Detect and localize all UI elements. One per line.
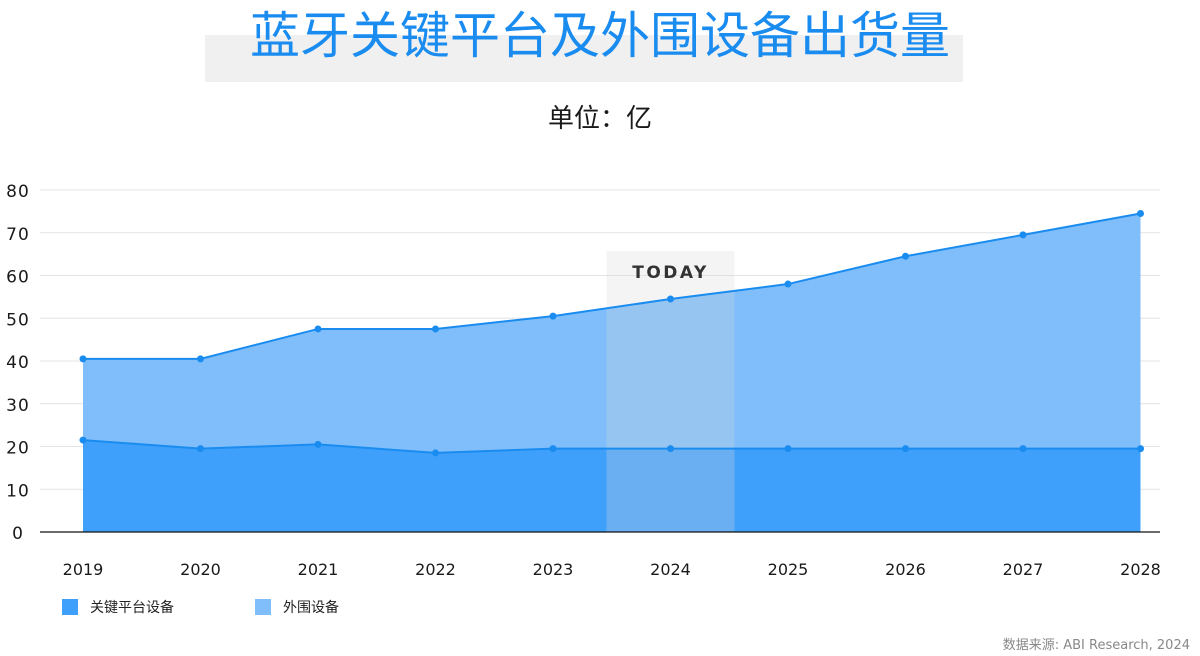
y-tick-label-30: 30 — [6, 396, 30, 416]
x-tick-label-2024: 2024 — [650, 560, 691, 579]
point-platform-2028 — [1137, 445, 1144, 453]
legend-swatch-peripheral — [255, 599, 271, 615]
legend-item-platform: 关键平台设备 — [62, 598, 174, 616]
x-tick-label-2020: 2020 — [180, 560, 221, 579]
x-tick-label-2025: 2025 — [768, 560, 809, 579]
source-note: 数据来源: ABI Research, 2024 — [1002, 638, 1190, 653]
point-platform-2024 — [667, 445, 674, 453]
y-tick-label-70: 70 — [6, 225, 30, 245]
x-tick-label-2019: 2019 — [63, 560, 104, 579]
point-platform-2025 — [784, 445, 792, 453]
y-tick-label-40: 40 — [6, 353, 30, 373]
x-tick-label-2023: 2023 — [533, 560, 574, 579]
point-total-2019 — [79, 355, 87, 363]
today-label: TODAY — [632, 263, 709, 283]
legend-swatch-platform — [62, 599, 78, 615]
x-tick-label-2026: 2026 — [885, 560, 926, 579]
x-tick-label-2022: 2022 — [415, 560, 456, 579]
x-tick-label-2027: 2027 — [1003, 560, 1044, 579]
y-tick-label-80: 80 — [6, 182, 30, 202]
line-series-total — [83, 212, 1141, 360]
chart-subtitle: 单位：亿 — [547, 104, 652, 134]
legend-label-peripheral: 外围设备 — [283, 600, 339, 616]
y-tick-label-20: 20 — [6, 439, 30, 459]
y-tick-label-50: 50 — [6, 310, 30, 330]
point-total-2024 — [667, 295, 674, 303]
point-platform-2019 — [79, 436, 87, 444]
x-tick-label-2028: 2028 — [1120, 560, 1161, 579]
y-tick-label-60: 60 — [6, 268, 30, 288]
point-platform-2020 — [197, 445, 204, 453]
point-platform-2023 — [549, 445, 557, 453]
legend-item-peripheral: 外围设备 — [255, 598, 339, 616]
title-background — [205, 35, 963, 82]
point-total-2025 — [784, 280, 792, 288]
chart-title: 蓝牙关键平台及外围设备出货量 — [250, 7, 950, 65]
legend-label-platform: 关键平台设备 — [90, 600, 174, 616]
point-platform-2022 — [432, 449, 439, 457]
point-platform-2021 — [314, 440, 322, 448]
point-total-2026 — [902, 252, 909, 260]
line-series-platform — [82, 439, 1141, 454]
point-total-2020 — [197, 355, 204, 363]
point-total-2022 — [432, 325, 439, 333]
x-tick-label-2021: 2021 — [298, 560, 339, 579]
area-series-platform — [83, 440, 1141, 532]
point-platform-2026 — [902, 445, 909, 453]
area-series-peripheral — [83, 213, 1141, 453]
point-platform-2027 — [1019, 445, 1027, 453]
y-tick-label-10: 10 — [6, 481, 30, 501]
point-total-2027 — [1019, 231, 1027, 239]
point-total-2021 — [314, 325, 322, 333]
y-tick-label-0: 0 — [12, 524, 24, 544]
point-total-2028 — [1137, 210, 1144, 218]
point-total-2023 — [549, 312, 557, 320]
